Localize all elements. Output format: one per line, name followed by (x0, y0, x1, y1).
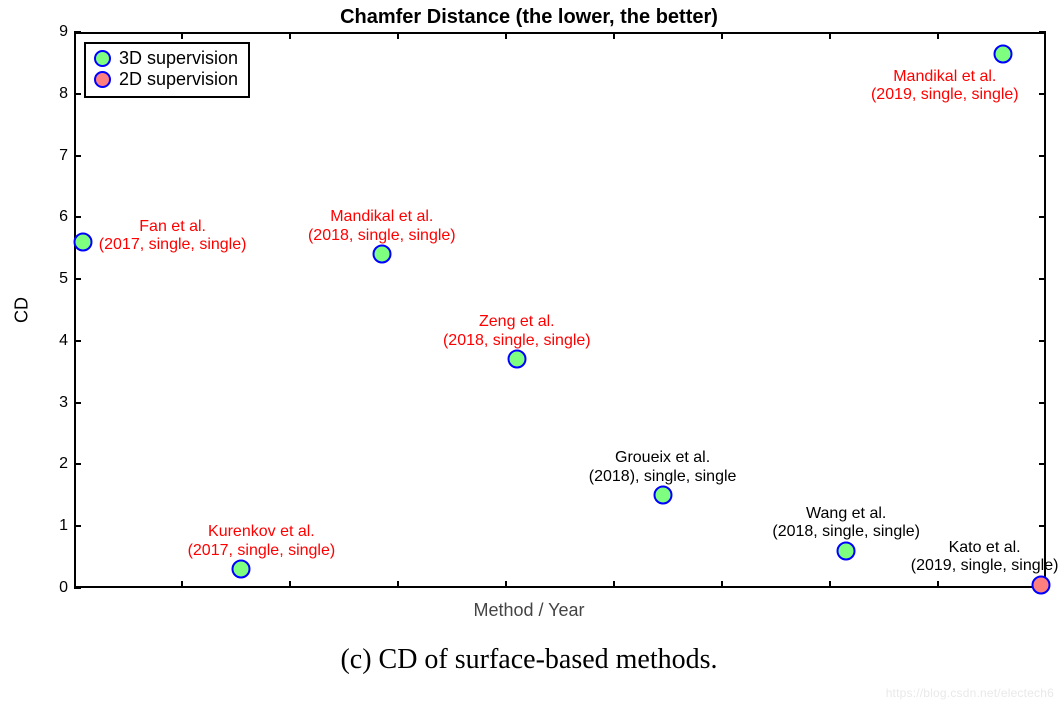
y-tick (1039, 402, 1046, 404)
legend-marker-icon (94, 71, 111, 88)
point-label-line1: Groueix et al. (589, 449, 737, 467)
y-tick-label: 7 (46, 147, 68, 165)
point-label-line2: (2017, single, single) (188, 542, 336, 560)
figure-stage: Chamfer Distance (the lower, the better)… (0, 0, 1058, 704)
y-tick-label: 0 (46, 579, 68, 597)
y-tick (1039, 155, 1046, 157)
y-tick (1039, 216, 1046, 218)
y-tick (1039, 31, 1046, 33)
point-mandikal-2018 (372, 245, 391, 264)
point-label-line1: Zeng et al. (443, 313, 591, 331)
watermark: https://blog.csdn.net/electech6 (886, 686, 1054, 700)
point-label-line1: Wang et al. (772, 505, 920, 523)
point-label-line2: (2018), single, single (589, 468, 737, 486)
point-label-kato-2019: Kato et al.(2019, single, single) (911, 539, 1058, 576)
point-label-line2: (2018, single, single) (308, 227, 456, 245)
legend: 3D supervision2D supervision (84, 42, 250, 98)
y-tick (74, 340, 81, 342)
point-label-line2: (2017, single, single) (99, 236, 247, 254)
point-fan-2017 (73, 233, 92, 252)
x-tick (397, 581, 399, 588)
y-tick (1039, 463, 1046, 465)
y-tick-label: 9 (46, 23, 68, 41)
point-wang-2018 (837, 541, 856, 560)
point-label-wang-2018: Wang et al.(2018, single, single) (772, 505, 920, 542)
x-tick (613, 581, 615, 588)
legend-label: 3D supervision (119, 48, 238, 69)
y-tick (74, 587, 81, 589)
point-label-mandikal-2018: Mandikal et al.(2018, single, single) (308, 208, 456, 245)
point-kurenkov-2017 (232, 560, 251, 579)
point-label-line2: (2019, single, single) (871, 86, 1019, 104)
x-tick (721, 32, 723, 39)
y-tick-label: 4 (46, 332, 68, 350)
point-label-line1: Kurenkov et al. (188, 523, 336, 541)
y-tick (74, 216, 81, 218)
x-tick (829, 32, 831, 39)
point-groueix-2018 (653, 486, 672, 505)
point-label-groueix-2018: Groueix et al.(2018), single, single (589, 449, 737, 486)
point-label-line1: Mandikal et al. (308, 208, 456, 226)
point-label-line1: Kato et al. (911, 539, 1058, 557)
point-label-line2: (2018, single, single) (772, 523, 920, 541)
y-tick (74, 155, 81, 157)
x-tick (397, 32, 399, 39)
y-tick (1039, 278, 1046, 280)
x-tick (721, 581, 723, 588)
x-tick (829, 581, 831, 588)
y-tick (74, 278, 81, 280)
y-tick-label: 8 (46, 85, 68, 103)
x-tick (505, 581, 507, 588)
legend-label: 2D supervision (119, 69, 238, 90)
point-label-line2: (2019, single, single) (911, 557, 1058, 575)
y-tick (1039, 93, 1046, 95)
chart-title: Chamfer Distance (the lower, the better) (0, 6, 1058, 29)
y-tick (74, 93, 81, 95)
y-tick (74, 402, 81, 404)
point-label-line1: Fan et al. (99, 218, 247, 236)
x-tick (289, 32, 291, 39)
y-tick (1039, 340, 1046, 342)
x-tick (937, 581, 939, 588)
x-tick (937, 32, 939, 39)
y-tick-label: 6 (46, 208, 68, 226)
x-tick (181, 32, 183, 39)
y-tick-label: 5 (46, 270, 68, 288)
x-tick (505, 32, 507, 39)
y-tick (74, 31, 81, 33)
point-mandikal-2019 (993, 44, 1012, 63)
y-tick (74, 463, 81, 465)
point-label-fan-2017: Fan et al.(2017, single, single) (99, 218, 247, 255)
y-tick-label: 3 (46, 394, 68, 412)
point-zeng-2018 (507, 350, 526, 369)
y-tick (74, 525, 81, 527)
point-label-zeng-2018: Zeng et al.(2018, single, single) (443, 313, 591, 350)
x-tick (289, 581, 291, 588)
legend-marker-icon (94, 50, 111, 67)
x-tick (181, 581, 183, 588)
y-axis-title: CD (12, 297, 33, 323)
y-tick (1039, 525, 1046, 527)
figure-caption: (c) CD of surface-based methods. (0, 644, 1058, 676)
point-kato-2019 (1031, 575, 1050, 594)
point-label-line2: (2018, single, single) (443, 332, 591, 350)
legend-item: 3D supervision (94, 48, 238, 69)
point-label-mandikal-2019: Mandikal et al.(2019, single, single) (871, 68, 1019, 105)
point-label-line1: Mandikal et al. (871, 68, 1019, 86)
y-tick-label: 1 (46, 517, 68, 535)
y-tick-label: 2 (46, 455, 68, 473)
point-label-kurenkov-2017: Kurenkov et al.(2017, single, single) (188, 523, 336, 560)
x-axis-title: Method / Year (0, 600, 1058, 621)
legend-item: 2D supervision (94, 69, 238, 90)
x-tick (613, 32, 615, 39)
